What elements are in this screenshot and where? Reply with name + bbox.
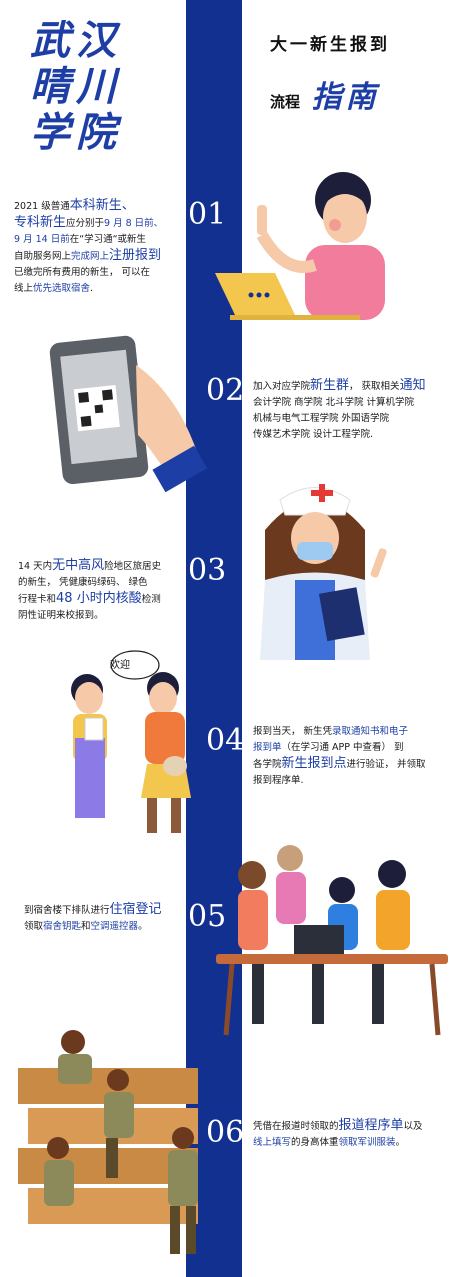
registration-desk-illustration [216, 845, 448, 1036]
welcome-students-illustration [71, 650, 191, 833]
guide-title-line1: 大一新生报到 [270, 35, 390, 55]
step-02-text: 加入对应学院新生群， 获取相关通知 会计学院 商学院 北斗学院 计算机学院 机械… [253, 378, 426, 440]
step-01-text: 2021 级普通本科新生、 专科新生应分别于9 月 8 日前、 9 月 14 日… [14, 198, 164, 294]
step-02-number: 02 [206, 373, 245, 408]
step-03-text: 14 天内无中高风险地区旅居史 的新生， 凭健康码绿码、 绿色 行程卡和48 小… [18, 558, 162, 621]
guide-title-big: 指南 [311, 80, 380, 115]
school-name-line3: 学院 [30, 109, 122, 156]
step-04-number: 04 [206, 723, 245, 758]
step-04-text: 报到当天， 新生凭录取通知书和电子 报到单（在学习通 APP 中查看） 到 各学… [253, 726, 426, 786]
military-training-illustration [18, 1030, 198, 1254]
welcome-bubble-text: 欢迎 [110, 660, 130, 671]
step-01-number: 01 [188, 197, 227, 232]
step-05-text: 到宿舍楼下排队进行住宿登记 领取宿舍钥匙和空调遥控器。 [24, 902, 162, 932]
step-05-number: 05 [188, 899, 227, 934]
guide-title-small: 流程 [270, 93, 301, 111]
step-06-text: 凭借在报道时领取的报道程序单以及 线上填写的身高体重领取军训服装。 [253, 1118, 423, 1148]
step-06-number: 06 [206, 1115, 245, 1150]
student-laptop-illustration [215, 172, 385, 320]
school-name-line2: 晴川 [30, 63, 122, 110]
school-name-line1: 武汉 [30, 17, 122, 64]
nurse-illustration [260, 484, 387, 660]
school-name: 武汉 晴川 学院 [30, 18, 122, 156]
step-03-number: 03 [188, 553, 227, 588]
phone-qr-illustration [49, 335, 208, 493]
guide-title-line2: 流程 指南 [270, 72, 380, 116]
center-blue-band [186, 0, 242, 1277]
